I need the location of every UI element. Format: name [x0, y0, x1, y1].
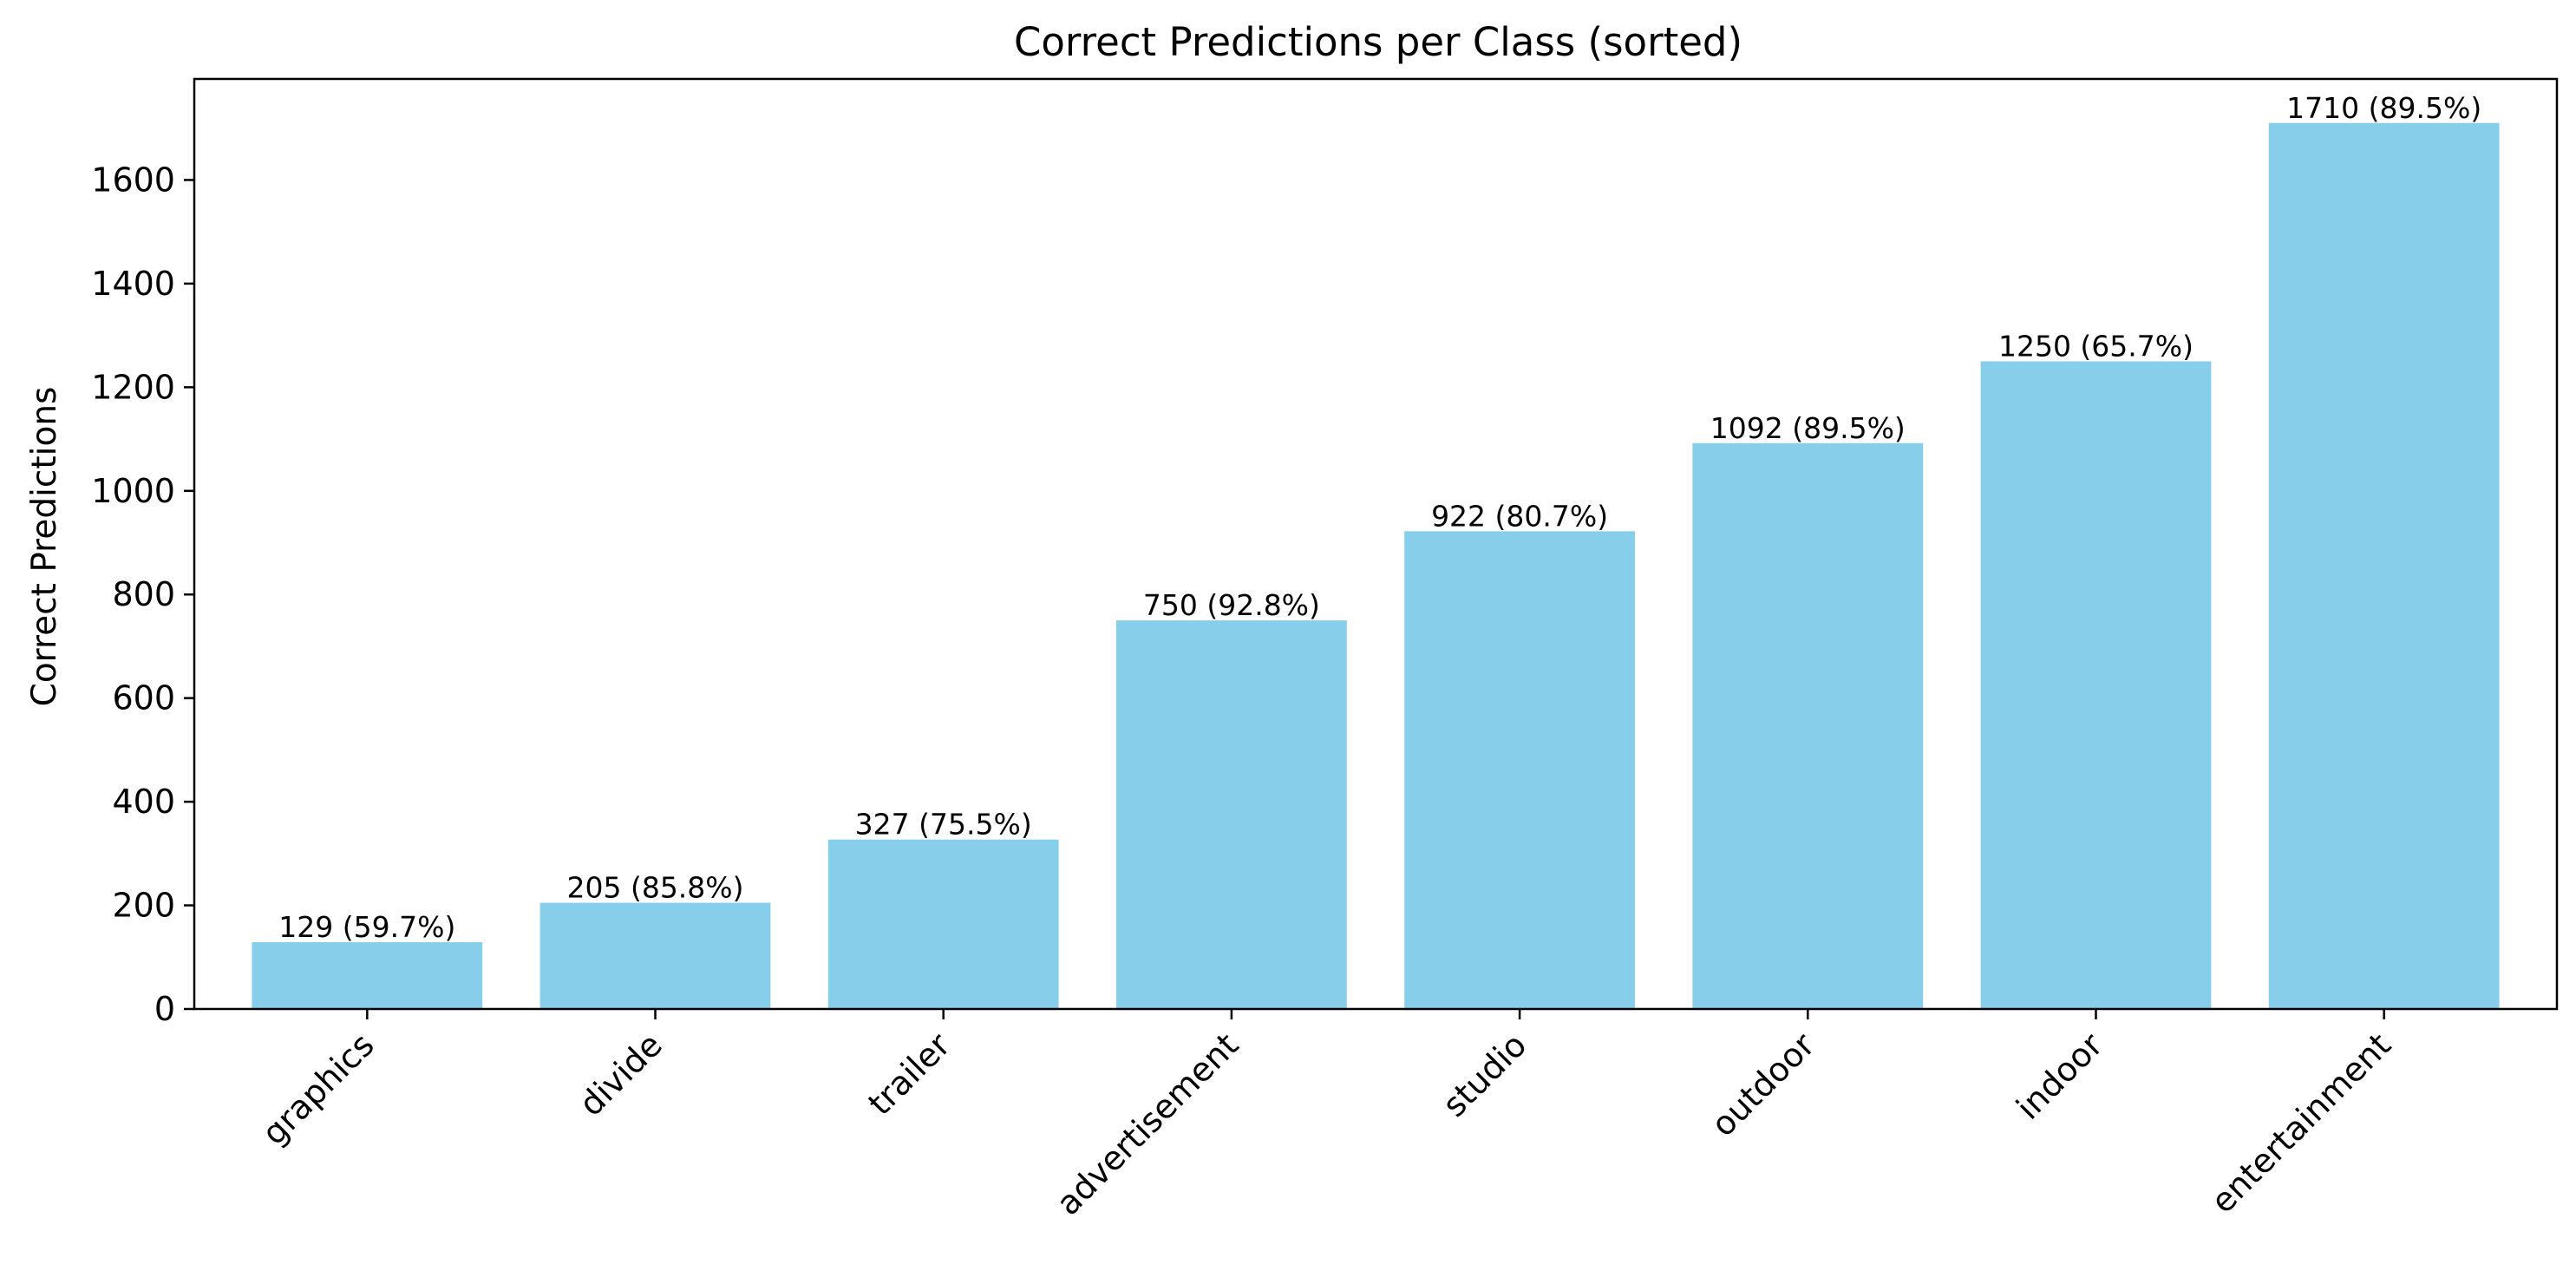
x-tick-label: advertisement — [1049, 1025, 1246, 1222]
y-axis-label: Correct Predictions — [25, 387, 64, 707]
bar-value-label: 205 (85.8%) — [566, 871, 743, 905]
bar-value-label: 1250 (65.7%) — [1998, 329, 2194, 363]
y-tick-label: 1000 — [91, 472, 175, 510]
x-tick-label: divide — [572, 1025, 670, 1124]
x-tick-label: graphics — [255, 1025, 382, 1152]
x-tick-label: studio — [1435, 1025, 1534, 1124]
bar-value-label: 1710 (89.5%) — [2286, 91, 2481, 125]
bar-value-label: 327 (75.5%) — [855, 808, 1032, 842]
chart-title: Correct Predictions per Class (sorted) — [1014, 19, 1742, 65]
plot-frame — [193, 77, 2559, 1011]
x-tick-label: entertainment — [2203, 1025, 2398, 1221]
bar — [1692, 442, 1924, 1009]
bar — [1116, 620, 1347, 1009]
bar — [827, 839, 1059, 1009]
bar — [2268, 122, 2500, 1009]
y-tick-label: 800 — [112, 575, 175, 613]
bar-value-label: 1092 (89.5%) — [1710, 411, 1906, 445]
y-tick-label: 1200 — [91, 368, 175, 406]
bar — [1404, 531, 1635, 1009]
bar-value-label: 922 (80.7%) — [1431, 499, 1608, 533]
y-tick-label: 1400 — [91, 265, 175, 303]
y-tick-label: 1600 — [91, 161, 175, 199]
bar — [539, 902, 771, 1009]
x-tick-label: outdoor — [1704, 1025, 1822, 1143]
y-tick-label: 200 — [112, 887, 175, 925]
y-tick-label: 0 — [154, 990, 175, 1028]
bar-value-label: 129 (59.7%) — [278, 910, 455, 944]
bar-value-label: 750 (92.8%) — [1143, 588, 1320, 622]
y-tick-label: 600 — [112, 679, 175, 717]
plot-area: 129 (59.7%) 205 (85.8%) 327 (75.5%) 750 (92… — [91, 77, 2559, 1222]
x-tick-label: indoor — [2009, 1025, 2110, 1127]
x-tick-label: trailer — [860, 1025, 958, 1123]
bar — [1980, 361, 2212, 1009]
bar — [252, 941, 483, 1009]
y-tick-label: 400 — [112, 783, 175, 821]
